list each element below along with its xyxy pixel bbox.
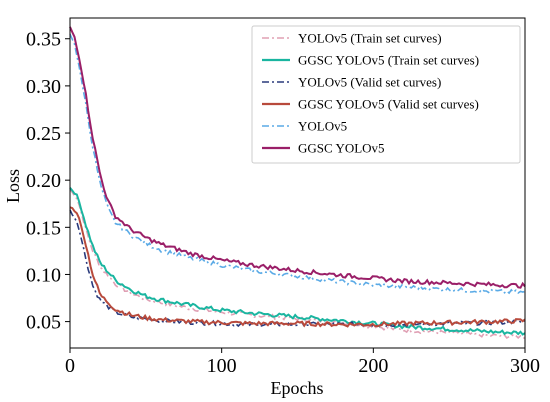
- legend-label-6: GGSC YOLOv5: [298, 141, 385, 156]
- y-axis-ticks: 0.05 0.10 0.15 0.20 0.25 0.30 0.35: [26, 29, 70, 334]
- legend-label-1: YOLOv5 (Train set curves): [298, 31, 442, 46]
- x-axis-ticks: 0 100 200 300: [65, 348, 540, 377]
- y-tick-label: 0.05: [26, 312, 61, 334]
- series-layer: [69, 26, 526, 340]
- series-line-1: [69, 189, 525, 340]
- series-line-4: [69, 206, 526, 328]
- x-tick-label: 300: [510, 355, 540, 377]
- y-tick-label: 0.10: [26, 264, 61, 286]
- x-axis-label: Epochs: [271, 378, 324, 398]
- y-tick-label: 0.15: [26, 217, 61, 239]
- series-line-5: [69, 33, 526, 295]
- plot-frame: [69, 17, 526, 349]
- legend-label-5: YOLOv5: [298, 119, 347, 134]
- legend-label-2: GGSC YOLOv5 (Train set curves): [298, 53, 479, 68]
- x-tick-label: 200: [358, 355, 388, 377]
- y-tick-label: 0.25: [26, 123, 61, 145]
- legend-label-3: YOLOv5 (Valid set curves): [298, 75, 441, 90]
- y-tick-label: 0.20: [26, 170, 61, 192]
- y-tick-label: 0.35: [26, 29, 61, 51]
- legend-label-4: GGSC YOLOv5 (Valid set curves): [298, 97, 479, 112]
- y-tick-label: 0.30: [26, 76, 61, 98]
- legend-box: [251, 25, 521, 164]
- series-line-6: [69, 26, 526, 289]
- series-line-2: [69, 187, 526, 336]
- legend: YOLOv5 (Train set curves) GGSC YOLOv5 (Tr…: [251, 25, 521, 164]
- y-axis-label: Loss: [3, 169, 23, 203]
- x-tick-label: 0: [65, 355, 75, 377]
- x-tick-label: 100: [207, 355, 237, 377]
